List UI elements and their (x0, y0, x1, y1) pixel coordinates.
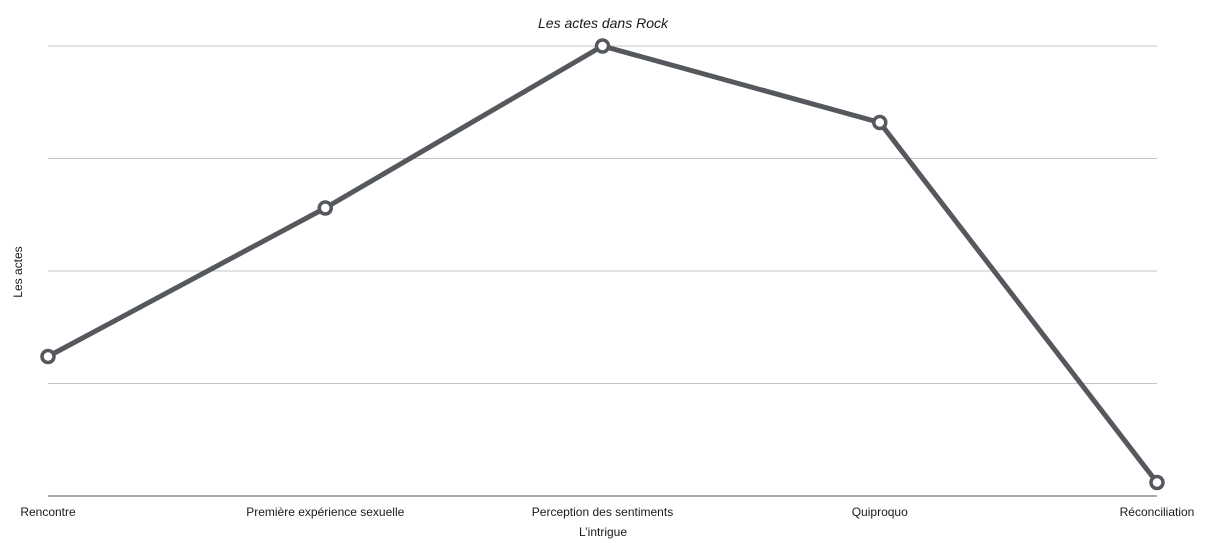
data-point (40, 348, 56, 365)
data-point (594, 38, 611, 54)
chart-title: Les actes dans Rock (538, 15, 669, 31)
y-axis-label: Les actes (11, 246, 25, 297)
x-tick-label: Première expérience sexuelle (246, 505, 404, 519)
series-line (45, 43, 1160, 485)
series-layer (40, 38, 1165, 491)
x-axis-label: L’intrigue (579, 525, 627, 539)
x-tick-label: Perception des sentiments (532, 505, 673, 519)
x-tick-label: Réconciliation (1120, 505, 1195, 519)
data-point (872, 114, 888, 131)
data-point (1149, 474, 1165, 491)
data-point (317, 200, 333, 216)
x-tick-label: Quiproquo (852, 505, 908, 519)
x-tick-label: Rencontre (20, 505, 76, 519)
grid-lines (48, 45, 1157, 384)
x-tick-labels: Rencontre Première expérience sexuelle Per… (20, 505, 1194, 519)
